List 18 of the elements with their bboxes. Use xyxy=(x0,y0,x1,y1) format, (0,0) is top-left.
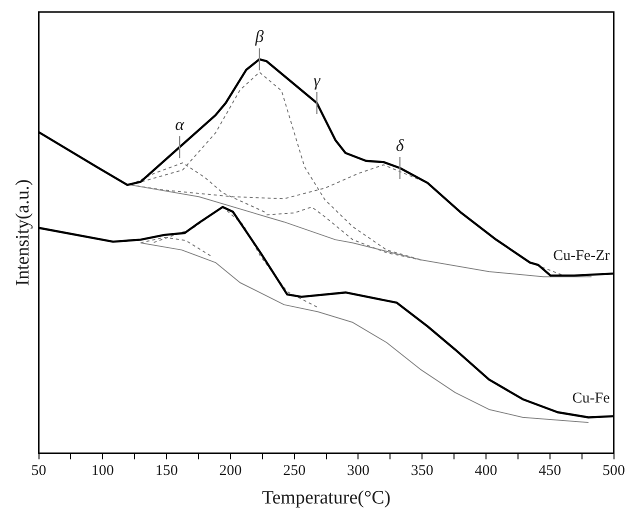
x-tick-label: 350 xyxy=(410,463,434,480)
x-tick-label: 250 xyxy=(283,463,306,480)
x-axis-title: Temperature(°C) xyxy=(262,488,391,509)
annotation: δ xyxy=(396,136,405,155)
series-label: Cu-Fe-Zr xyxy=(553,248,610,264)
x-tick-label: 100 xyxy=(91,463,114,480)
series-label: Cu-Fe xyxy=(572,390,610,407)
annotation: β xyxy=(254,27,264,46)
x-tick-label: 500 xyxy=(602,463,625,480)
x-tick-label: 150 xyxy=(155,463,178,480)
x-tick-label: 200 xyxy=(219,463,242,480)
x-tick-label: 50 xyxy=(31,463,46,480)
x-tick-label: 400 xyxy=(474,463,498,480)
y-axis-title: Intensity(a.u.) xyxy=(12,179,34,286)
x-tick-label: 300 xyxy=(346,463,370,480)
annotation: γ xyxy=(313,70,322,90)
x-tick-label: 450 xyxy=(538,463,562,480)
annotation: α xyxy=(175,115,186,134)
